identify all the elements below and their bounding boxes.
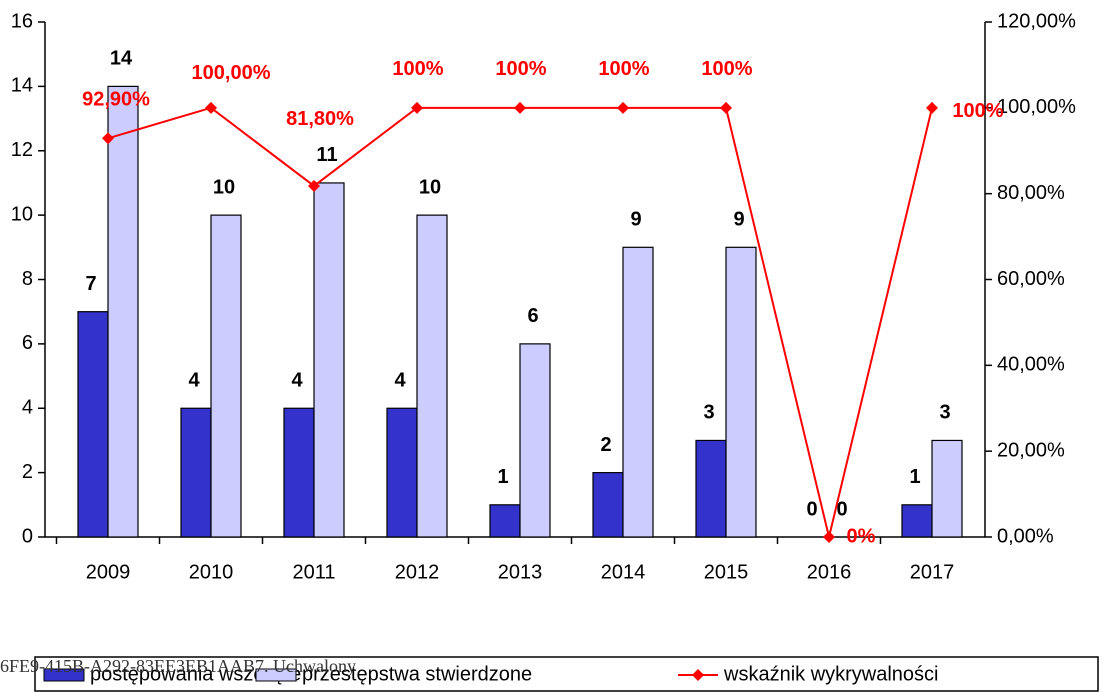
y-tick-label: 12 <box>11 139 33 161</box>
bar-value-label: 3 <box>939 402 950 424</box>
x-tick-label: 2015 <box>704 561 749 583</box>
bar-value-label: 4 <box>188 370 200 392</box>
bar-value-label: 2 <box>600 434 611 456</box>
y-tick-label: 14 <box>11 75 33 97</box>
line-marker <box>617 101 629 114</box>
line-marker <box>308 179 320 192</box>
line-marker <box>926 101 938 114</box>
line-value-label: 100% <box>701 58 752 80</box>
footer-text: 6FE9-415B-A292-83EE3EB1AAB7. Uchwalony <box>0 656 356 676</box>
bar <box>386 407 418 538</box>
bar <box>107 85 139 538</box>
legend-marker <box>692 669 704 681</box>
legend-box <box>34 656 1099 692</box>
line-marker <box>823 531 835 543</box>
x-tick-label: 2011 <box>292 561 335 583</box>
bar-value-label: 10 <box>213 176 235 198</box>
bar-value-label: 4 <box>291 370 303 392</box>
x-tick-label: 2016 <box>807 561 852 583</box>
y-tick-label: 6 <box>22 332 33 354</box>
line-value-label: 100% <box>598 58 649 80</box>
y2-tick-label: 80,00% <box>997 182 1065 204</box>
bar <box>77 311 109 538</box>
bar <box>725 246 757 538</box>
bar <box>416 214 448 538</box>
line-marker <box>411 101 423 114</box>
y2-tick-label: 60,00% <box>997 268 1065 290</box>
legend-swatch <box>255 668 297 682</box>
line-marker <box>205 101 217 114</box>
bar <box>901 504 933 538</box>
bar <box>283 407 315 538</box>
line-marker <box>514 101 526 114</box>
bar-value-label: 9 <box>630 209 641 231</box>
bar <box>210 214 242 538</box>
x-tick-label: 2017 <box>910 561 955 583</box>
legend-label: wskaźnik wykrywalności <box>723 663 939 685</box>
bar <box>519 343 551 538</box>
bar <box>622 246 654 538</box>
line-value-label: 100% <box>392 58 443 80</box>
bar <box>180 407 212 538</box>
legend-swatch <box>43 668 85 682</box>
legend-label: przestępstwa stwierdzone <box>302 663 532 685</box>
line-value-label: 92,90% <box>82 89 150 111</box>
line-marker <box>720 101 732 114</box>
bar-value-label: 6 <box>527 305 538 327</box>
bar-value-label: 0 <box>806 498 817 520</box>
bar <box>592 472 624 538</box>
bar <box>313 182 345 538</box>
bar-value-label: 0 <box>836 498 847 520</box>
line-value-label: 100% <box>495 58 546 80</box>
y2-tick-label: 100,00% <box>997 96 1076 118</box>
bar-value-label: 3 <box>703 402 714 424</box>
y2-tick-label: 40,00% <box>997 354 1065 376</box>
x-tick-label: 2012 <box>395 561 440 583</box>
bar-value-label: 1 <box>497 466 508 488</box>
line-value-label: 81,80% <box>286 108 354 130</box>
y-tick-label: 16 <box>11 10 33 32</box>
y-tick-label: 4 <box>22 397 33 419</box>
line-value-label: 100,00% <box>192 62 271 84</box>
x-tick-label: 2009 <box>86 561 131 583</box>
bar-value-label: 14 <box>110 48 133 70</box>
y-tick-label: 10 <box>11 203 33 225</box>
legend-label: postępowania wszczęte <box>90 663 301 685</box>
line-value-label: 0% <box>847 525 876 547</box>
line-value-label: 100% <box>952 100 1003 122</box>
bar-value-label: 9 <box>733 209 744 231</box>
x-tick-label: 2013 <box>498 561 543 583</box>
bar <box>695 439 727 538</box>
y2-tick-label: 120,00% <box>997 10 1076 32</box>
bar <box>489 504 521 538</box>
bar-value-label: 4 <box>394 370 406 392</box>
bar-value-label: 7 <box>85 273 96 295</box>
bar-value-label: 10 <box>419 176 441 198</box>
y-tick-label: 0 <box>22 525 33 547</box>
bar <box>931 439 963 538</box>
y2-tick-label: 20,00% <box>997 439 1065 461</box>
bar-value-label: 11 <box>316 144 337 166</box>
x-tick-label: 2010 <box>189 561 234 583</box>
x-tick-label: 2014 <box>601 561 646 583</box>
y2-tick-label: 0,00% <box>997 525 1054 547</box>
line-marker <box>102 132 114 145</box>
y-tick-label: 8 <box>22 268 33 290</box>
y-tick-label: 2 <box>22 461 33 483</box>
bar-value-label: 1 <box>909 466 920 488</box>
